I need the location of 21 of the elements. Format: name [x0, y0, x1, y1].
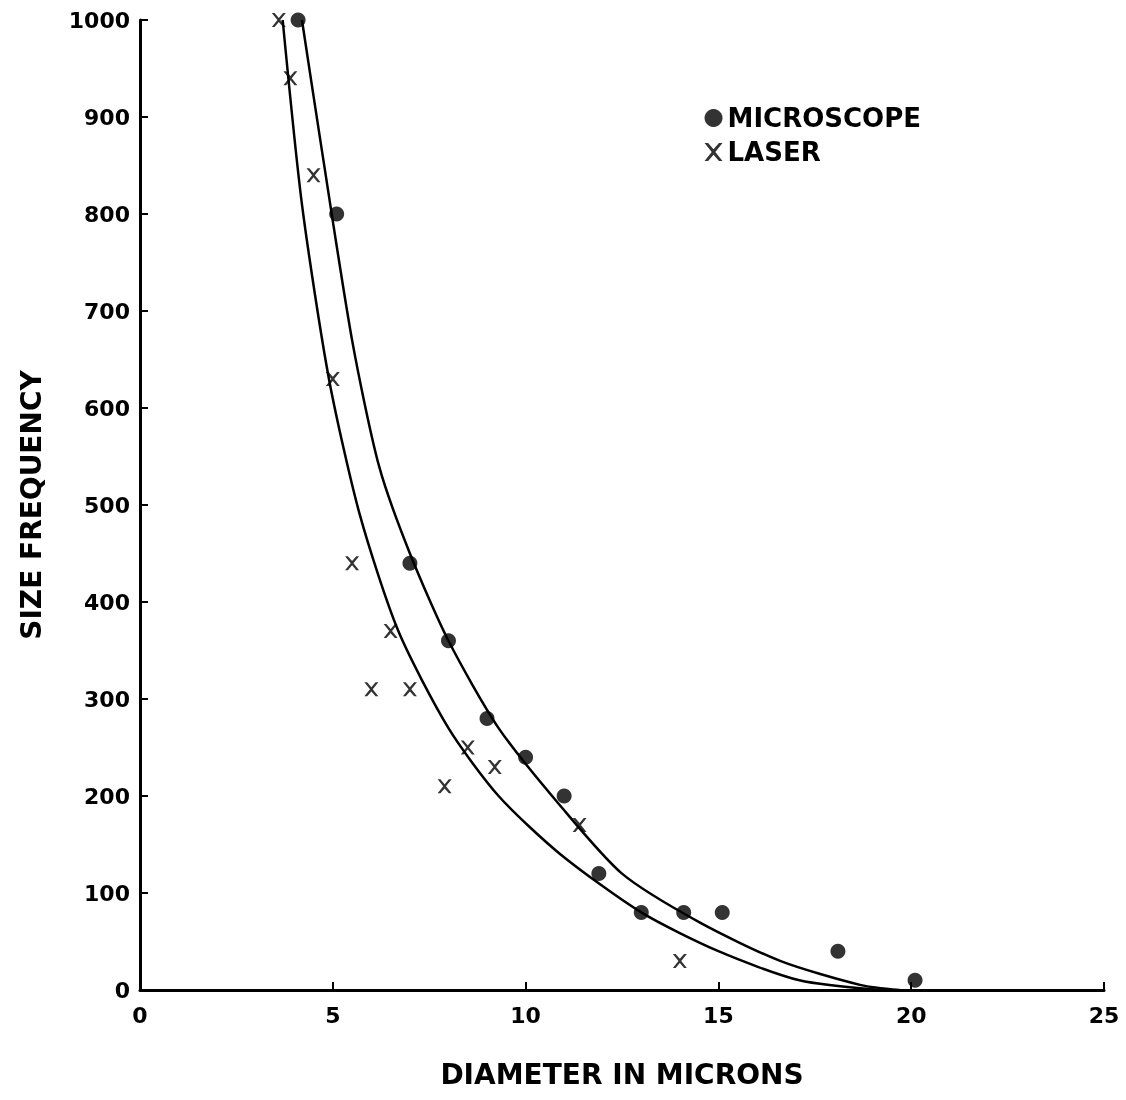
y-tick-label: 200	[84, 783, 130, 809]
y-tick-label: 400	[84, 589, 130, 615]
y-axis-title: SIZE FREQUENCY	[14, 369, 48, 640]
x-tick-label: 20	[895, 1002, 927, 1028]
y-tick-label: 300	[84, 686, 130, 712]
y-tick-label: 800	[84, 201, 130, 227]
y-tick-label: 0	[114, 977, 130, 1003]
y-tick-label: 500	[84, 492, 130, 518]
y-tick-label: 1000	[68, 7, 130, 33]
x-axis-title: DIAMETER IN MICRONS	[440, 1057, 804, 1091]
legend-label: LASER	[727, 137, 821, 167]
y-tick-label: 100	[84, 880, 130, 906]
legend-label: MICROSCOPE	[727, 103, 922, 133]
x-tick-label: 5	[325, 1002, 341, 1028]
y-tick-label: 600	[84, 395, 130, 421]
x-tick-label: 10	[510, 1002, 541, 1028]
x-tick-label: 25	[1088, 1002, 1120, 1028]
x-tick-label: 0	[132, 1002, 148, 1028]
x-tick-label: 15	[703, 1002, 734, 1028]
y-tick-label: 700	[84, 298, 130, 324]
y-tick-label: 900	[84, 104, 130, 130]
